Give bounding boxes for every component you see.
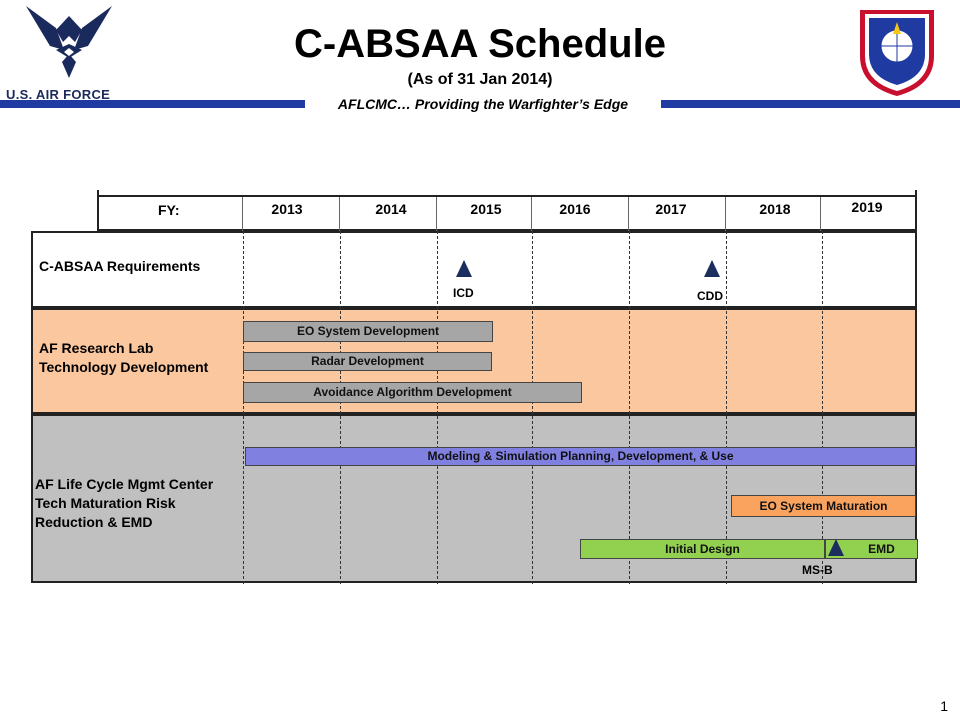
page-subtitle: (As of 31 Jan 2014) [407, 71, 553, 88]
avoidance-algorithm-bar: Avoidance Algorithm Development [243, 382, 582, 403]
year-gridline [340, 231, 341, 584]
year-2014: 2014 [375, 201, 407, 217]
milestone-cdd-label: CDD [697, 289, 723, 303]
tagline: AFLCMC… Providing the Warfighter’s Edge [305, 96, 661, 112]
year-gridline [629, 231, 630, 584]
aflcmc-label-line3: Reduction & EMD [35, 514, 153, 530]
year-gridline [437, 231, 438, 584]
afrl-label-line2: Technology Development [39, 359, 209, 375]
year-2016: 2016 [559, 201, 591, 217]
year-2019: 2019 [851, 199, 883, 215]
eo-system-development-bar: EO System Development [243, 321, 493, 342]
air-force-wings-icon [26, 6, 112, 78]
requirements-label: C-ABSAA Requirements [39, 258, 201, 274]
fy-tick-left [97, 190, 99, 198]
initial-design-bar: Initial Design [580, 539, 825, 559]
year-gridline [243, 231, 244, 584]
milestone-msb-label: MS-B [802, 563, 833, 577]
page-title: C-ABSAA Schedule [294, 22, 666, 66]
emd-bar: EMD [825, 539, 918, 559]
year-divider [725, 197, 726, 231]
year-divider [820, 197, 821, 231]
aflcmc-seal-icon [860, 10, 934, 96]
year-divider [242, 197, 243, 231]
fy-tick-right [915, 190, 917, 198]
fy-header [97, 195, 917, 231]
aflcmc-label-line1: AF Life Cycle Mgmt Center [35, 476, 214, 492]
page-number: 1 [940, 698, 948, 714]
year-2017: 2017 [655, 201, 687, 217]
year-divider [531, 197, 532, 231]
radar-development-bar: Radar Development [243, 352, 492, 371]
aflcmc-label-line2: Tech Maturation Risk [35, 495, 176, 511]
year-2013: 2013 [271, 201, 303, 217]
milestone-icd-label: ICD [453, 286, 474, 300]
year-divider [339, 197, 340, 231]
milestone-cdd-icon [704, 260, 720, 277]
milestone-icd-icon [456, 260, 472, 277]
year-divider [436, 197, 437, 231]
year-divider [628, 197, 629, 231]
year-gridline [726, 231, 727, 584]
year-gridline [532, 231, 533, 584]
requirements-row [31, 231, 917, 308]
milestone-msb-icon [828, 539, 844, 556]
year-gridline [822, 231, 823, 584]
fy-label: FY: [158, 202, 180, 218]
modeling-simulation-bar: Modeling & Simulation Planning, Developm… [245, 447, 916, 466]
afrl-label-line1: AF Research Lab [39, 340, 154, 356]
eo-system-maturation-bar: EO System Maturation [731, 495, 916, 517]
year-2015: 2015 [470, 201, 502, 217]
brand-wordmark: U.S. AIR FORCE [6, 87, 111, 102]
year-2018: 2018 [759, 201, 791, 217]
